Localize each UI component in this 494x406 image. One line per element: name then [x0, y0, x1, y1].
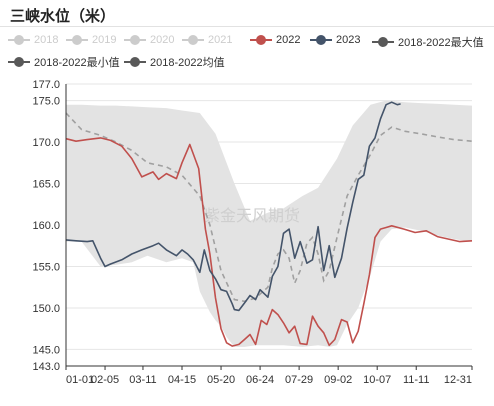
legend-label: 2018-2022最大值 — [398, 37, 484, 49]
x-tick-label: 10-07 — [363, 374, 391, 386]
legend-item-3[interactable]: 2021 — [182, 34, 232, 46]
legend-marker-icon — [372, 36, 394, 48]
legend-marker-icon — [8, 34, 30, 46]
y-tick-label: 175.0 — [32, 96, 60, 108]
legend-label: 2021 — [208, 34, 233, 46]
y-tick-label: 143.0 — [32, 361, 60, 373]
x-tick-label: 11-11 — [403, 374, 430, 386]
legend-label: 2019 — [92, 34, 117, 46]
x-tick-label: 06-24 — [246, 374, 274, 386]
chart-legend: 2018 2019 2020 2021 2022 2023 2018-2022最大值 2018… — [0, 0, 494, 80]
chart-title: 三峡水位（米） — [10, 7, 116, 25]
y-tick-label: 165.0 — [32, 179, 60, 191]
legend-label: 2020 — [150, 34, 175, 46]
legend-item-1[interactable]: 2019 — [66, 34, 116, 46]
legend-marker-icon — [66, 34, 88, 46]
y-tick-label: 177.0 — [32, 79, 60, 91]
y-tick-label: 150.0 — [32, 303, 60, 315]
min-max-band — [66, 100, 472, 347]
title-divider — [0, 26, 494, 27]
legend-label: 2018 — [34, 34, 59, 46]
x-tick-label: 02-05 — [91, 374, 119, 386]
legend-marker-icon — [310, 34, 332, 46]
x-tick-label: 12-31 — [444, 374, 472, 386]
series-line-avg — [65, 112, 473, 303]
axes: 143.0 145.0 150.0 155.0 160.0 165.0 170.0 175.0… — [32, 79, 473, 386]
series-line-2022 — [65, 137, 473, 347]
x-tick-label: 04-15 — [168, 374, 196, 386]
legend-item-6[interactable]: 2018-2022最大值 — [372, 34, 484, 50]
x-tick-label: 03-11 — [129, 374, 156, 386]
legend-label: 2018-2022均值 — [150, 57, 225, 69]
legend-marker-icon — [250, 34, 272, 46]
legend-marker-icon — [124, 34, 146, 46]
y-tick-label: 160.0 — [32, 220, 60, 232]
x-tick-label: 05-20 — [207, 374, 235, 386]
x-tick-label: 09-02 — [324, 374, 352, 386]
legend-item-2[interactable]: 2020 — [124, 34, 174, 46]
legend-item-0[interactable]: 2018 — [8, 34, 58, 46]
series-band-max-min — [66, 100, 472, 347]
watermark: 紫金天风期货 — [204, 206, 300, 225]
legend-marker-icon — [124, 56, 146, 68]
legend-item-4[interactable]: 2022 — [250, 34, 300, 46]
y-tick-label: 155.0 — [32, 261, 60, 273]
legend-item-7[interactable]: 2018-2022最小值 — [8, 54, 120, 70]
y-tick-label: 145.0 — [32, 344, 60, 356]
x-tick-label: 07-29 — [285, 374, 313, 386]
legend-marker-icon — [8, 56, 30, 68]
x-tick-label: 01-01 — [66, 374, 94, 386]
legend-label: 2023 — [336, 34, 361, 46]
legend-marker-icon — [182, 34, 204, 46]
series-lines — [65, 101, 473, 347]
series-line-2023 — [65, 101, 401, 312]
y-tick-label: 170.0 — [32, 137, 60, 149]
legend-item-8[interactable]: 2018-2022均值 — [124, 54, 225, 70]
legend-item-5[interactable]: 2023 — [310, 34, 360, 46]
legend-label: 2022 — [276, 34, 301, 46]
legend-label: 2018-2022最小值 — [34, 57, 120, 69]
